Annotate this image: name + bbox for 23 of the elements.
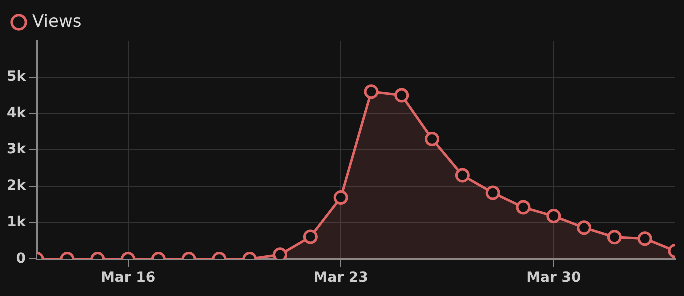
point [455, 168, 470, 183]
y-tick-label: 2k [6, 178, 27, 194]
point [577, 220, 592, 236]
point [607, 230, 622, 245]
y-tick-label: 5k [6, 69, 27, 86]
point [486, 186, 500, 200]
point [273, 248, 288, 260]
point [364, 84, 379, 100]
point [516, 200, 531, 215]
point [425, 132, 440, 146]
x-tick-label: Mar 16 [100, 270, 156, 286]
y-tick-label: 3k [6, 142, 27, 158]
point [546, 209, 562, 224]
y-tick-label: 4k [6, 105, 27, 122]
legend-label: Views [32, 12, 82, 32]
x-tick-label: Mar 23 [314, 270, 368, 286]
point [303, 230, 318, 244]
point [334, 190, 348, 205]
y-tick-label: 0 [16, 250, 26, 267]
point [394, 88, 410, 103]
x-tick-label: Mar 30 [526, 270, 582, 286]
point [638, 232, 652, 246]
y-tick-label: 1k [6, 214, 27, 230]
